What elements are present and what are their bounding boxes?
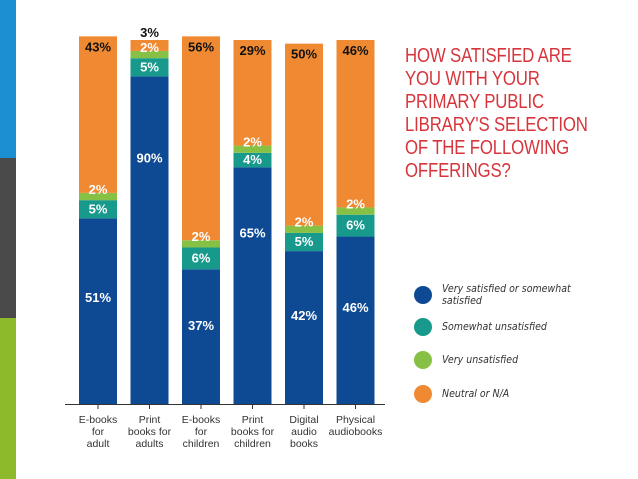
bar-segment-e-books-for-children-somewhat-unsatisfied	[182, 247, 220, 270]
chart-title: HOW SATISFIED ARE YOU WITH YOUR PRIMARY …	[405, 45, 588, 182]
legend-label-neutral: Neutral or N/A	[442, 388, 510, 400]
bar-segment-physical-audiobooks-neutral-or-n-a	[336, 40, 375, 208]
bar-segment-print-books-for-adults-somewhat-unsatisfied	[130, 58, 169, 77]
data-label-digital-audio-books-very-satisfied-or-somewhat-satisfied: 42%	[291, 308, 317, 323]
bar-segment-e-books-for-children-neutral-or-n-a	[182, 36, 220, 241]
x-tick-label-e-books-for-children: E-books	[182, 414, 221, 426]
x-tick-label-digital-audio-books: books	[290, 438, 318, 450]
x-tick-label-e-books-for-children: children	[183, 438, 220, 450]
x-tick-label-physical-audiobooks: audiobooks	[329, 426, 383, 438]
data-label-physical-audiobooks-neutral-or-n-a: 46%	[342, 43, 368, 58]
legend-item-very-unsatisfied: Very unsatisfied	[414, 351, 612, 369]
data-label-e-books-for-children-somewhat-unsatisfied: 6%	[192, 250, 211, 265]
data-label-e-books-for-children-neutral-or-n-a: 56%	[188, 39, 214, 54]
legend-label-very-unsatisfied: Very unsatisfied	[442, 354, 519, 366]
bar-segment-print-books-for-adults-neutral-or-n-a	[130, 40, 169, 51]
data-label-print-books-for-adults-somewhat-unsatisfied: 5%	[140, 59, 159, 74]
data-label-e-books-for-adult-very-satisfied-or-somewhat-satisfied: 51%	[85, 290, 111, 305]
data-label-digital-audio-books-neutral-or-n-a: 50%	[291, 47, 317, 62]
x-tick-label-print-books-for-children: books for	[231, 426, 275, 438]
data-label-print-books-for-children-very-satisfied-or-somewhat-satisfied: 65%	[239, 225, 265, 240]
data-label-print-books-for-children-neutral-or-n-a: 29%	[239, 43, 265, 58]
bar-segment-print-books-for-adults-very-satisfied-or-somewhat-satisfied	[130, 76, 169, 405]
accent-bar-green	[0, 318, 16, 479]
data-label-physical-audiobooks-very-satisfied-or-somewhat-satisfied: 46%	[342, 300, 368, 315]
legend-swatch-somewhat-unsatisfied	[414, 318, 432, 336]
data-label-e-books-for-children-very-unsatisfied: 2%	[192, 229, 211, 244]
data-label-e-books-for-adult-neutral-or-n-a: 43%	[85, 39, 111, 54]
x-tick-label-e-books-for-children: for	[195, 426, 208, 438]
legend-swatch-very-satisfied	[414, 286, 432, 304]
bar-segment-print-books-for-children-very-unsatisfied	[233, 145, 272, 153]
data-label-print-books-for-adults-very-satisfied-or-somewhat-satisfied: 90%	[136, 150, 162, 165]
bar-segment-e-books-for-children-very-unsatisfied	[182, 240, 220, 248]
bar-segment-print-books-for-children-very-satisfied-or-somewhat-satisfied	[233, 167, 272, 404]
bar-segment-e-books-for-adult-very-unsatisfied	[79, 192, 117, 201]
data-label-print-books-for-children-very-unsatisfied: 2%	[243, 135, 262, 150]
x-tick-label-e-books-for-adult: for	[92, 426, 105, 438]
x-tick-label-digital-audio-books: Digital	[289, 414, 318, 426]
data-label-digital-audio-books-very-unsatisfied: 2%	[295, 215, 314, 230]
data-label-print-books-for-adults-neutral-or-n-a: 3%	[140, 25, 159, 40]
bar-segment-e-books-for-adult-somewhat-unsatisfied	[79, 200, 117, 219]
legend-swatch-neutral	[414, 385, 432, 403]
data-label-digital-audio-books-somewhat-unsatisfied: 5%	[295, 234, 314, 249]
x-tick-label-print-books-for-adults: books for	[128, 426, 172, 438]
x-tick-label-digital-audio-books: audio	[291, 426, 317, 438]
accent-bar-blue	[0, 0, 16, 158]
data-label-physical-audiobooks-somewhat-unsatisfied: 6%	[346, 218, 365, 233]
bar-segment-print-books-for-children-somewhat-unsatisfied	[233, 152, 272, 168]
bar-segment-physical-audiobooks-somewhat-unsatisfied	[336, 214, 375, 237]
legend-item-somewhat-unsatisfied: Somewhat unsatisfied	[414, 318, 612, 336]
legend-label-very-satisfied: Very satisfied or somewhat satisfied	[442, 283, 571, 307]
x-tick-label-print-books-for-adults: Print	[139, 414, 161, 426]
data-label-print-books-for-children-somewhat-unsatisfied: 4%	[243, 152, 262, 167]
bar-segment-e-books-for-adult-very-satisfied-or-somewhat-satisfied	[79, 218, 117, 404]
bar-segment-print-books-for-adults-very-unsatisfied	[130, 50, 169, 59]
bar-segment-digital-audio-books-very-unsatisfied	[285, 225, 323, 233]
x-tick-label-print-books-for-children: children	[234, 438, 271, 450]
bar-segment-e-books-for-children-very-satisfied-or-somewhat-satisfied	[182, 269, 220, 404]
data-label-e-books-for-adult-very-unsatisfied: 2%	[89, 182, 108, 197]
x-tick-label-e-books-for-adult: adult	[87, 438, 110, 450]
x-tick-label-print-books-for-adults: adults	[135, 438, 163, 450]
data-label-e-books-for-adult-somewhat-unsatisfied: 5%	[89, 201, 108, 216]
bar-segment-e-books-for-adult-neutral-or-n-a	[79, 36, 117, 193]
bar-segment-digital-audio-books-neutral-or-n-a	[285, 43, 323, 226]
legend-item-neutral: Neutral or N/A	[414, 385, 612, 403]
x-tick-label-print-books-for-children: Print	[242, 414, 264, 426]
bar-segment-print-books-for-children-neutral-or-n-a	[233, 40, 272, 146]
bar-segment-physical-audiobooks-very-unsatisfied	[336, 207, 375, 215]
legend-label-somewhat-unsatisfied: Somewhat unsatisfied	[442, 321, 547, 333]
data-label-e-books-for-children-very-satisfied-or-somewhat-satisfied: 37%	[188, 318, 214, 333]
data-label-physical-audiobooks-very-unsatisfied: 2%	[346, 196, 365, 211]
accent-bar-gray	[0, 158, 16, 318]
legend-swatch-very-unsatisfied	[414, 351, 432, 369]
bar-segment-digital-audio-books-very-satisfied-or-somewhat-satisfied	[285, 251, 323, 404]
x-tick-label-physical-audiobooks: Physical	[336, 414, 375, 426]
bar-segment-digital-audio-books-somewhat-unsatisfied	[285, 232, 323, 252]
bar-segment-physical-audiobooks-very-satisfied-or-somewhat-satisfied	[336, 236, 375, 404]
x-tick-label-e-books-for-adult: E-books	[79, 414, 118, 426]
legend-item-very-satisfied: Very satisfied or somewhat satisfied	[414, 283, 612, 307]
data-label-print-books-for-adults-very-unsatisfied: 2%	[140, 40, 159, 55]
